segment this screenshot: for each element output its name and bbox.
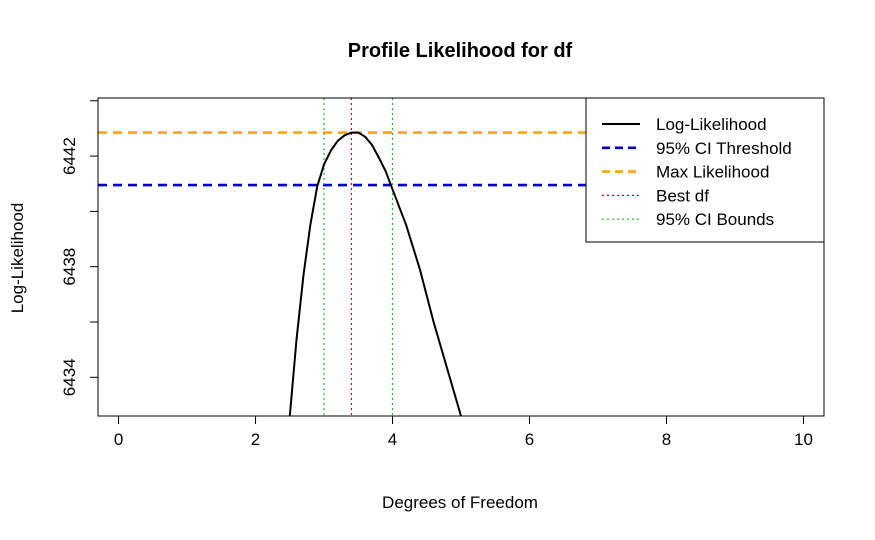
- x-tick-label: 2: [251, 430, 260, 449]
- y-tick-label: 6442: [60, 137, 79, 175]
- x-tick-label: 0: [114, 430, 123, 449]
- legend-label-95-ci-threshold: 95% CI Threshold: [656, 139, 792, 158]
- series-line-log-likelihood: [288, 131, 462, 416]
- legend-box: [585, 97, 825, 243]
- x-tick-label: 8: [662, 430, 671, 449]
- legend-label-max-likelihood: Max Likelihood: [656, 163, 769, 182]
- y-tick-label: 6438: [60, 248, 79, 286]
- x-tick-label: 10: [794, 430, 813, 449]
- legend-label-95-ci-bounds: 95% CI Bounds: [656, 210, 774, 229]
- x-tick-label: 6: [525, 430, 534, 449]
- x-axis-label: Degrees of Freedom: [382, 493, 538, 512]
- chart-title: Profile Likelihood for df: [348, 40, 573, 62]
- y-tick-label: 6434: [60, 358, 79, 396]
- y-axis-label: Log-Likelihood: [8, 203, 27, 314]
- legend: Log-Likelihood 95% CI Threshold Max Likeli…: [585, 97, 825, 243]
- axes: 0 2 4 6 8 10 6434 6438 6442: [60, 97, 825, 449]
- x-tick-label: 4: [388, 430, 397, 449]
- legend-label-best-df: Best df: [656, 186, 709, 205]
- legend-label-log-likelihood: Log-Likelihood: [656, 115, 767, 134]
